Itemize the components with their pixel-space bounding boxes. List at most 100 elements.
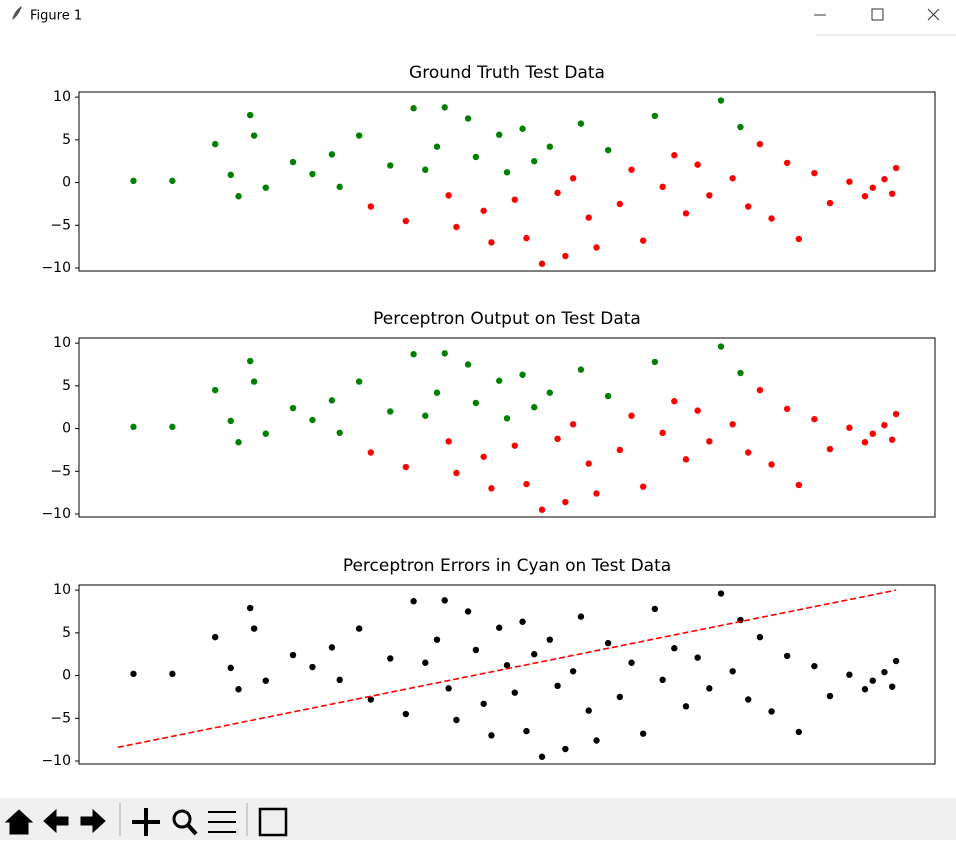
point: [422, 659, 429, 666]
point: [247, 357, 254, 365]
point: [531, 404, 538, 411]
point: [445, 438, 452, 445]
point: [289, 404, 297, 412]
point: [410, 351, 417, 358]
y-tick-label: −5: [50, 217, 71, 233]
point: [538, 506, 546, 513]
y-tick-label: 5: [62, 378, 71, 394]
title-bar: [0, 0, 956, 35]
point: [247, 111, 254, 119]
point: [869, 184, 876, 191]
point: [881, 421, 888, 429]
point: [328, 644, 336, 651]
point: [496, 624, 503, 631]
point: [577, 613, 585, 620]
point: [694, 161, 701, 168]
point: [480, 700, 487, 707]
point: [651, 605, 659, 613]
point: [671, 398, 678, 405]
point: [211, 386, 219, 394]
point: [616, 693, 624, 701]
point: [756, 140, 764, 148]
point: [355, 378, 363, 385]
forward-button[interactable]: [80, 808, 106, 834]
point: [546, 389, 553, 396]
point: [604, 146, 612, 154]
point: [441, 104, 448, 111]
y-tick-label: 0: [62, 668, 71, 684]
pan-button[interactable]: [132, 808, 160, 836]
maximize-button[interactable]: [871, 8, 884, 21]
point: [892, 410, 900, 418]
point: [717, 97, 725, 104]
y-tick-label: 5: [62, 625, 71, 641]
point: [511, 442, 518, 449]
y-tick-label: 5: [62, 132, 71, 148]
point: [503, 169, 511, 176]
point: [826, 445, 834, 453]
y-tick-label: 0: [62, 175, 71, 191]
back-button[interactable]: [43, 808, 69, 834]
point: [169, 670, 176, 678]
point: [519, 125, 526, 132]
point: [523, 234, 530, 242]
point: [569, 421, 577, 428]
chart-title: Ground Truth Test Data: [409, 63, 605, 83]
point: [538, 260, 546, 267]
zoom-button[interactable]: [172, 809, 192, 829]
point: [569, 668, 577, 675]
point: [639, 237, 647, 244]
point: [503, 662, 511, 669]
point: [881, 668, 888, 676]
point: [889, 190, 896, 197]
point: [519, 371, 526, 378]
point: [811, 169, 818, 177]
point: [562, 498, 569, 506]
point: [811, 415, 818, 423]
zoom-handle: [186, 823, 198, 836]
point: [616, 446, 624, 454]
point: [869, 430, 876, 437]
point: [628, 166, 635, 173]
point: [410, 598, 417, 605]
close-button[interactable]: [927, 8, 940, 21]
point: [826, 692, 834, 700]
chart-title: Perceptron Errors in Cyan on Test Data: [343, 556, 671, 576]
point: [250, 132, 258, 139]
point: [706, 192, 713, 199]
point: [402, 710, 410, 718]
home-button[interactable]: [4, 809, 34, 835]
point: [783, 405, 791, 413]
point: [538, 753, 546, 760]
save-button[interactable]: [258, 807, 288, 837]
point: [869, 677, 876, 684]
point: [511, 689, 518, 696]
point: [616, 200, 624, 208]
point: [227, 171, 234, 179]
point: [811, 662, 818, 670]
point: [604, 639, 612, 647]
point: [861, 439, 869, 446]
configure-button[interactable]: [208, 811, 236, 833]
y-tick-label: −10: [41, 506, 71, 522]
point: [729, 421, 736, 428]
point: [247, 604, 254, 612]
point: [737, 123, 744, 131]
point: [694, 407, 701, 414]
point: [453, 716, 460, 724]
point: [892, 657, 900, 665]
toolbar: [0, 798, 956, 840]
decision-line: [117, 589, 897, 749]
point: [706, 438, 713, 445]
point: [519, 618, 526, 625]
point: [464, 361, 472, 368]
point: [659, 429, 666, 437]
point: [480, 453, 487, 460]
point: [445, 685, 452, 692]
point: [441, 350, 448, 357]
point: [585, 460, 592, 467]
point: [309, 170, 316, 178]
y-tick-label: 10: [53, 89, 71, 105]
